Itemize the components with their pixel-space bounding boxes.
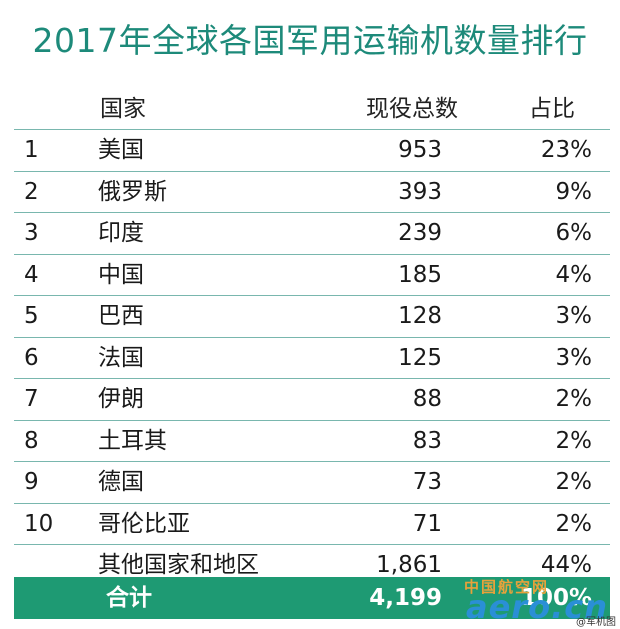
country-cell: 法国 <box>98 344 144 371</box>
table-row: 5 巴西 128 3% <box>14 295 610 337</box>
total-row: 合计 4,199 100% <box>14 577 610 619</box>
watermark-cn-text: 中国航空网 <box>464 578 550 596</box>
table-row: 3 印度 239 6% <box>14 212 610 254</box>
table-row: 10 哥伦比亚 71 2% <box>14 502 610 545</box>
country-cell: 印度 <box>98 220 144 246</box>
table-row: 2 俄罗斯 393 9% <box>14 170 610 213</box>
share-cell: 2% <box>555 386 593 412</box>
total-cell: 125 <box>398 344 442 371</box>
table-row: 9 德国 73 2% <box>14 461 610 503</box>
total-cell: 393 <box>398 178 442 205</box>
share-cell: 3% <box>555 303 593 329</box>
total-cell: 185 <box>398 261 442 288</box>
country-cell: 其他国家和地区 <box>98 552 259 578</box>
ranking-table: 1 美国 953 23% 2 俄罗斯 393 9% 3 印度 239 6% 4 … <box>14 129 610 587</box>
watermark-en-text: aero.cn <box>466 588 608 626</box>
total-cell: 73 <box>412 469 442 495</box>
country-cell: 中国 <box>98 261 144 288</box>
total-label: 合计 <box>106 585 152 611</box>
total-cell: 953 <box>398 137 442 163</box>
aero-cn-watermark-logo: 中国航空网 aero.cn <box>464 574 614 626</box>
share-cell: 3% <box>555 344 593 371</box>
rank-cell: 1 <box>24 137 39 163</box>
header-country: 国家 <box>100 96 146 122</box>
country-cell: 哥伦比亚 <box>98 510 190 537</box>
rank-cell: 7 <box>24 386 39 412</box>
share-cell: 9% <box>555 178 593 205</box>
total-cell: 128 <box>398 303 442 329</box>
rank-cell: 6 <box>24 344 39 371</box>
total-cell: 71 <box>412 510 442 537</box>
rank-cell: 10 <box>24 510 54 537</box>
country-cell: 俄罗斯 <box>98 178 167 205</box>
table-row: 1 美国 953 23% <box>14 129 610 171</box>
country-cell: 美国 <box>98 137 144 163</box>
country-cell: 巴西 <box>98 303 144 329</box>
header-total: 现役总数 <box>366 96 458 122</box>
table-row: 4 中国 185 4% <box>14 253 610 296</box>
total-cell: 88 <box>412 386 442 412</box>
rank-cell: 3 <box>24 220 39 246</box>
share-cell: 44% <box>540 552 592 578</box>
total-share: 100% <box>520 585 592 611</box>
total-value: 4,199 <box>369 585 442 611</box>
total-cell: 239 <box>398 220 442 246</box>
share-cell: 2% <box>555 427 593 454</box>
credit-text: @军机图 <box>576 617 616 628</box>
share-cell: 23% <box>540 137 592 163</box>
country-cell: 伊朗 <box>98 386 144 412</box>
header-share: 占比 <box>529 96 575 122</box>
rank-cell: 2 <box>24 178 39 205</box>
share-cell: 2% <box>555 469 593 495</box>
rank-cell: 8 <box>24 427 39 454</box>
rank-cell: 9 <box>24 469 39 495</box>
page-title: 2017年全球各国军用运输机数量排行 <box>32 21 588 60</box>
share-cell: 2% <box>555 510 593 537</box>
total-cell: 83 <box>412 427 442 454</box>
rank-cell: 4 <box>24 261 39 288</box>
table-row: 6 法国 125 3% <box>14 336 610 379</box>
country-cell: 土耳其 <box>98 427 167 454</box>
total-cell: 1,861 <box>376 552 442 578</box>
rank-cell: 5 <box>24 303 39 329</box>
country-cell: 德国 <box>98 469 144 495</box>
table-row: 7 伊朗 88 2% <box>14 378 610 420</box>
table-row: 8 土耳其 83 2% <box>14 419 610 462</box>
share-cell: 4% <box>555 261 593 288</box>
share-cell: 6% <box>555 220 593 246</box>
